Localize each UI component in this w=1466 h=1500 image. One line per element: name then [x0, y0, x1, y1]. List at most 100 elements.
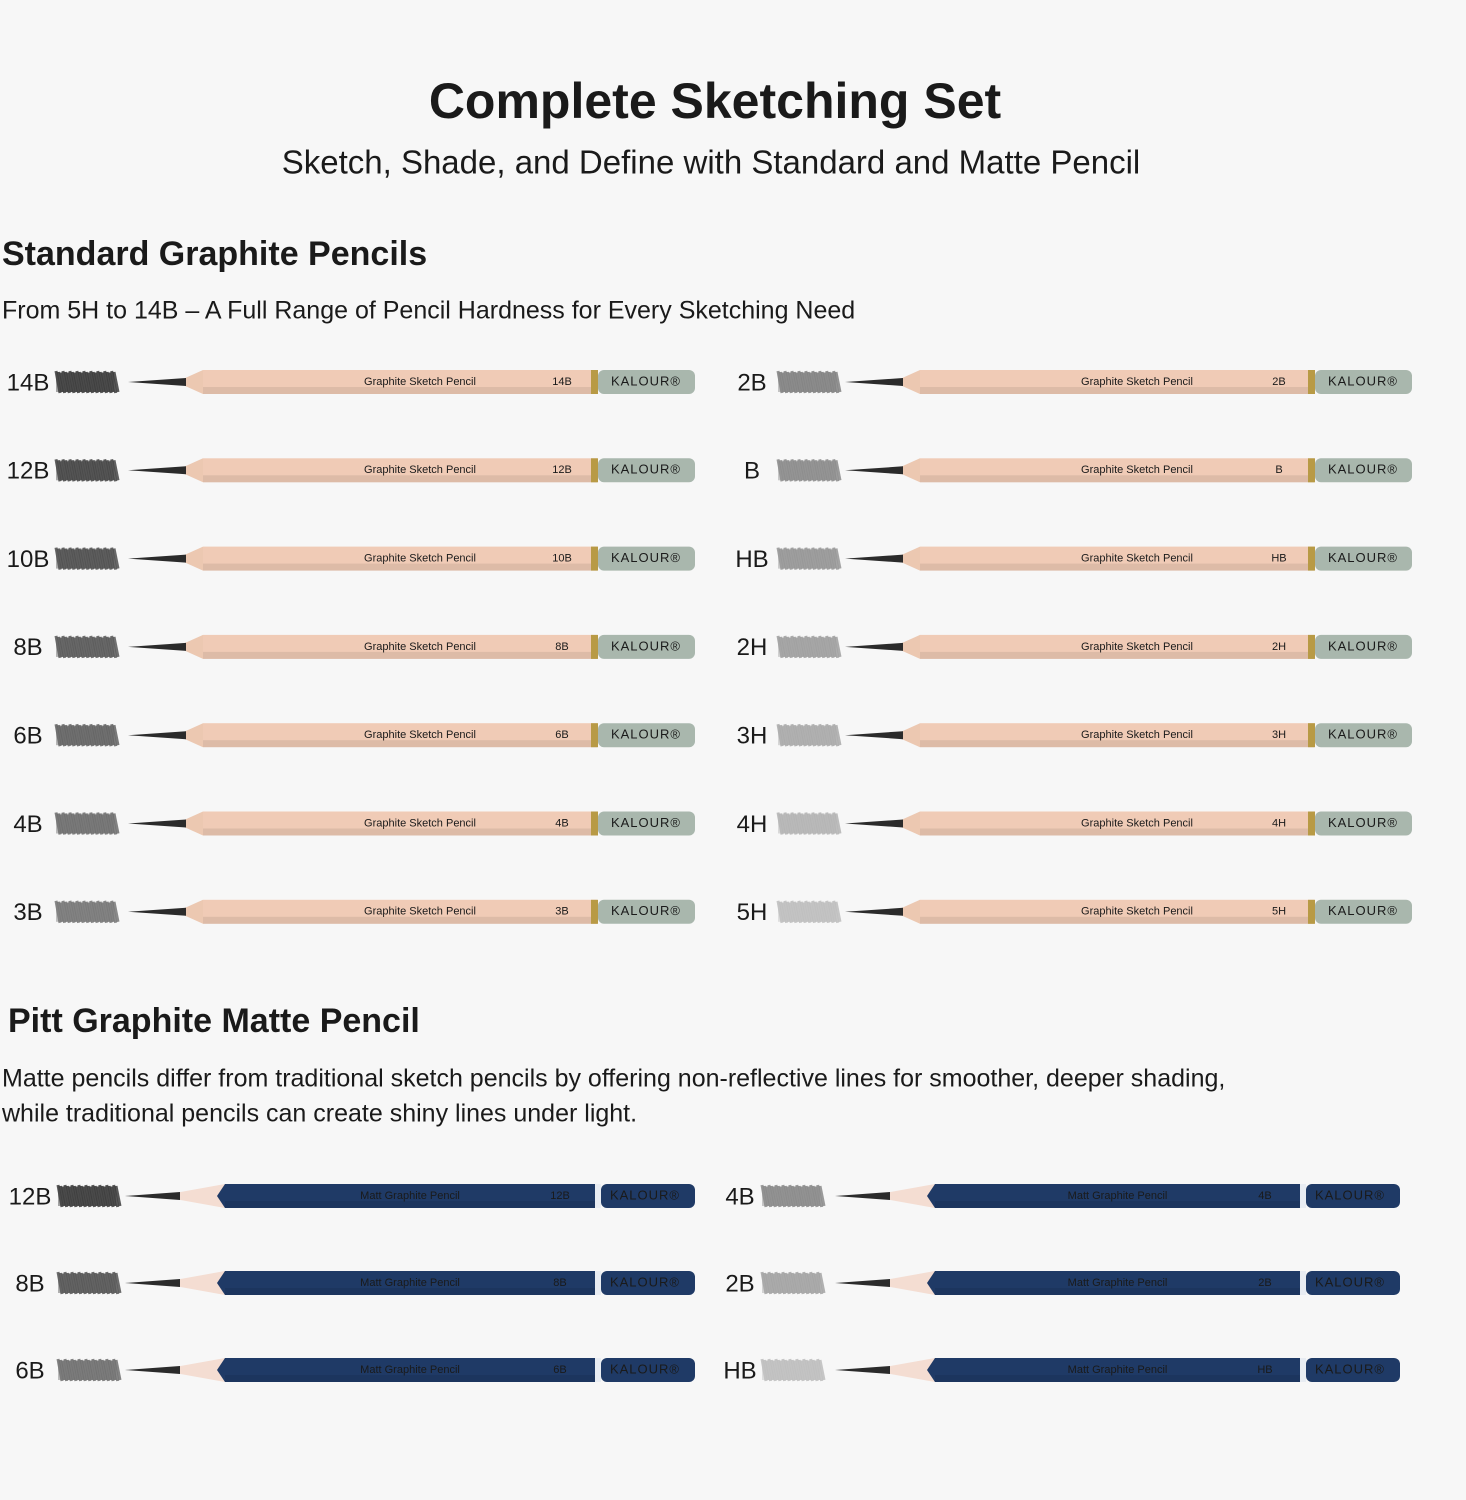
swatch-stroke [781, 1358, 789, 1381]
pencil-brand: KALOUR® [1328, 373, 1398, 388]
swatch-stroke [822, 637, 830, 659]
pencil-grade: HB [1271, 553, 1286, 565]
pencil-body-shade [203, 475, 597, 483]
pencil-body [920, 899, 1314, 924]
swatch-fill [56, 460, 114, 481]
swatch-fill [778, 548, 836, 569]
pencil-grade: 4B [555, 817, 568, 829]
swatch-stroke [802, 1271, 810, 1295]
swatch-stroke [84, 813, 92, 834]
swatch-stroke [68, 1273, 76, 1294]
swatch-stroke [63, 813, 71, 835]
swatch-stroke [790, 1185, 798, 1207]
swatch-stroke [797, 723, 805, 746]
pencil-imprint: Matt Graphite Pencil [1068, 1190, 1168, 1202]
pencil-lead [128, 907, 186, 916]
grade-label: 2H [737, 634, 768, 661]
swatch-stroke [59, 372, 67, 394]
swatch-stroke [806, 901, 814, 923]
pencil-end [601, 1184, 695, 1208]
pencil-brand: KALOUR® [610, 1361, 680, 1376]
swatch-stroke [799, 1186, 807, 1207]
swatch-stroke [73, 902, 81, 924]
swatch-stroke [105, 724, 113, 747]
swatch-stroke [56, 724, 64, 746]
swatch-stroke [776, 635, 784, 659]
pencil: Graphite Sketch Pencil 6B KALOUR® [128, 723, 695, 748]
swatch-stroke [98, 901, 106, 923]
swatch-stroke [80, 902, 87, 923]
swatch-stroke [832, 370, 840, 394]
swatch-stroke [89, 1273, 96, 1295]
swatch-stroke [788, 902, 796, 923]
pencil: Graphite Sketch Pencil HB KALOUR® [845, 546, 1412, 571]
swatch-stroke [832, 547, 840, 570]
pencil-brand: KALOUR® [611, 550, 681, 565]
pencil-ferrule [1308, 811, 1315, 836]
pencil-grade: 3B [555, 906, 568, 918]
swatch-stroke [767, 1358, 775, 1381]
swatch-stroke [77, 813, 85, 835]
pencil-imprint: Graphite Sketch Pencil [1081, 553, 1193, 565]
pencil-brand: KALOUR® [1328, 550, 1398, 565]
swatch-fill [56, 901, 114, 922]
swatch-stroke [797, 459, 805, 481]
swatch-stroke [102, 1360, 110, 1382]
swatch-stroke [797, 1272, 805, 1295]
swatch-stroke [70, 548, 78, 569]
swatch-stroke [785, 813, 793, 835]
pencil-lead [128, 731, 186, 740]
swatch-stroke [825, 547, 833, 569]
swatch-stroke [809, 637, 816, 659]
swatch-stroke [790, 1272, 798, 1294]
swatch-stroke [63, 548, 71, 570]
swatch-stroke [818, 900, 826, 924]
swatch-stroke [783, 459, 791, 481]
pencil-body-tip [927, 1271, 935, 1295]
swatch-stroke [813, 460, 821, 482]
swatch-fill [58, 1186, 116, 1206]
swatch-stroke [802, 372, 809, 393]
pencil-end [1315, 899, 1412, 924]
swatch-stroke [799, 1360, 807, 1381]
swatch-stroke [788, 637, 796, 658]
pencil-lead [128, 819, 186, 828]
swatch-stroke [84, 1271, 92, 1295]
swatch-stroke [59, 902, 67, 924]
swatch-stroke [75, 1360, 83, 1382]
swatch-stroke [792, 901, 800, 923]
swatch-stroke [802, 1358, 810, 1382]
pencil: Graphite Sketch Pencil 4B KALOUR® [128, 811, 695, 836]
swatch-stroke [804, 547, 812, 570]
swatch-stroke [105, 813, 113, 835]
pencil-imprint: Graphite Sketch Pencil [1081, 729, 1193, 741]
swatch-stroke [781, 549, 789, 570]
swatch-stroke [84, 1358, 92, 1382]
grade-label: 8B [15, 1270, 44, 1297]
swatch-stroke [793, 1273, 800, 1295]
pencil: Matt Graphite Pencil 2B KALOUR® [835, 1271, 1400, 1295]
pencil-wood [183, 811, 203, 836]
pencil-body-tip [217, 1358, 225, 1382]
pencil-end [1315, 546, 1412, 571]
swatch-stroke [75, 370, 83, 393]
swatch-stroke [80, 549, 87, 569]
pencil-brand: KALOUR® [610, 1187, 680, 1202]
swatch-stroke [827, 724, 835, 747]
swatch-stroke [105, 1358, 113, 1381]
swatch-stroke [84, 1184, 92, 1208]
pencil-grade: 4H [1272, 817, 1286, 829]
swatch-stroke [811, 635, 819, 658]
swatch-stroke [765, 1273, 773, 1295]
swatch-stroke [84, 901, 92, 923]
pencil-ferrule [1308, 546, 1315, 571]
swatch-stroke [87, 725, 94, 747]
swatch-stroke [107, 549, 115, 569]
swatch-stroke [829, 902, 837, 923]
swatch-stroke [788, 1271, 796, 1295]
swatch-stroke [760, 1184, 768, 1208]
pencil-wood [175, 1271, 225, 1295]
swatch-stroke [809, 1271, 817, 1294]
swatch-stroke [825, 812, 833, 834]
pencil-body [920, 546, 1314, 571]
